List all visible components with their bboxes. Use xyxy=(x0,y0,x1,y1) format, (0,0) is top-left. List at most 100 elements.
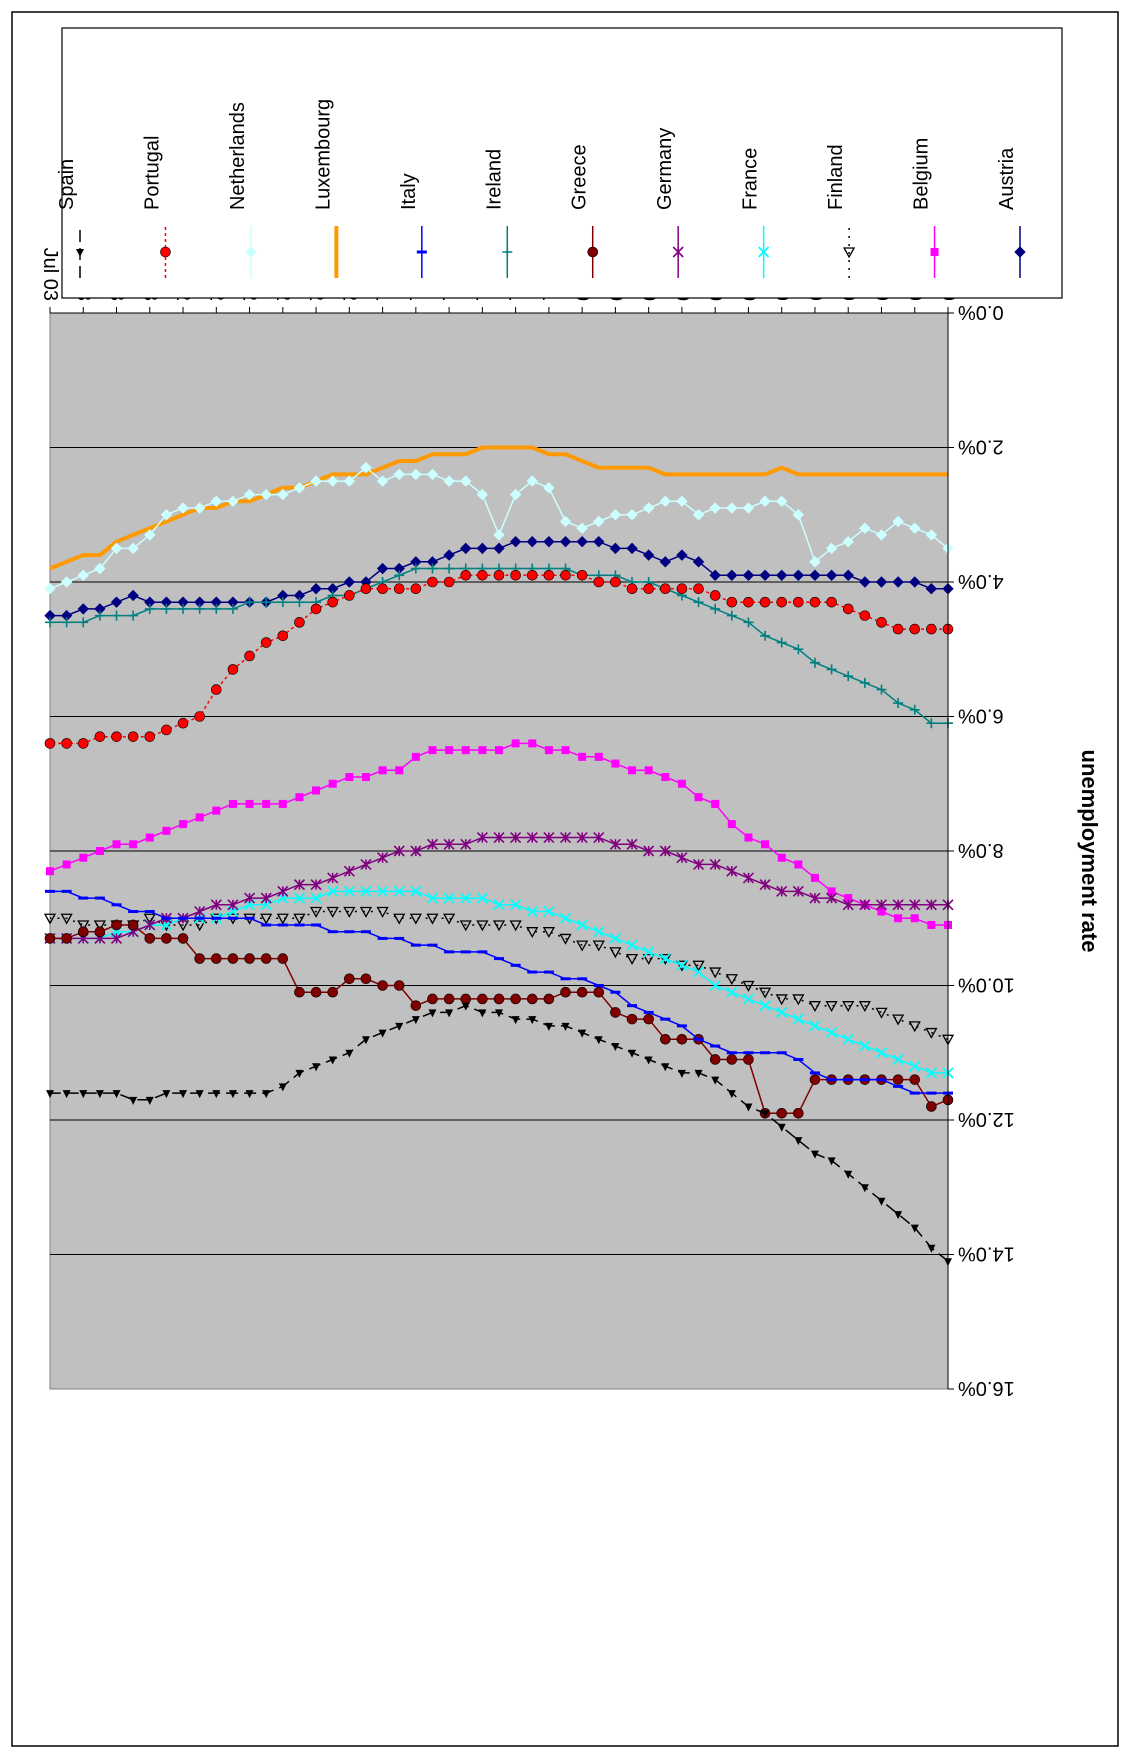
data-point xyxy=(127,542,139,555)
data-point xyxy=(842,535,854,548)
data-point xyxy=(461,746,470,755)
data-point xyxy=(644,1056,653,1065)
data-point xyxy=(393,913,406,925)
data-point xyxy=(825,1026,838,1039)
data-point xyxy=(893,698,904,709)
legend-entry-france: France xyxy=(740,148,770,278)
data-point xyxy=(410,583,422,595)
data-point xyxy=(411,752,420,761)
data-point xyxy=(875,899,888,911)
data-point xyxy=(443,549,455,561)
data-point xyxy=(177,596,189,608)
data-point xyxy=(227,899,239,911)
data-point xyxy=(693,583,704,595)
data-point xyxy=(759,569,771,581)
data-point xyxy=(509,488,522,501)
data-point xyxy=(309,906,323,918)
data-point xyxy=(145,833,154,842)
legend-entry-germany: Germany xyxy=(654,128,684,278)
data-point xyxy=(561,746,570,755)
data-point xyxy=(727,820,736,829)
data-point xyxy=(925,899,937,911)
data-point xyxy=(129,1096,138,1105)
data-point xyxy=(576,940,589,952)
data-point xyxy=(128,610,139,621)
data-point xyxy=(327,885,339,897)
data-point xyxy=(277,885,289,897)
legend: Austria Belgium Finland France Germany Greece… xyxy=(56,27,1063,299)
data-point xyxy=(926,1101,937,1112)
data-point xyxy=(858,1001,871,1013)
data-point xyxy=(278,799,287,808)
data-point xyxy=(792,1013,804,1025)
data-point xyxy=(210,596,223,608)
data-point xyxy=(926,718,937,729)
data-point xyxy=(393,845,405,857)
data-point xyxy=(726,502,738,514)
data-point xyxy=(842,569,854,581)
data-point xyxy=(775,569,788,581)
data-point xyxy=(193,502,206,514)
data-point xyxy=(161,603,172,614)
data-point xyxy=(328,1056,337,1065)
data-point xyxy=(78,617,89,628)
data-point xyxy=(827,887,836,896)
data-point xyxy=(245,246,257,258)
data-point xyxy=(860,1184,869,1193)
data-point xyxy=(276,913,289,925)
data-point xyxy=(710,603,721,614)
data-point xyxy=(443,892,455,904)
data-point xyxy=(661,773,670,782)
data-point xyxy=(193,596,206,608)
data-point xyxy=(593,515,605,528)
data-point xyxy=(626,838,638,850)
data-point xyxy=(859,1040,871,1052)
data-point xyxy=(726,569,738,581)
data-point xyxy=(576,919,588,931)
data-point xyxy=(227,953,239,964)
data-point xyxy=(262,799,271,808)
series-netherlands xyxy=(44,461,954,595)
data-point xyxy=(393,562,405,575)
data-point xyxy=(343,885,355,897)
data-point xyxy=(312,1063,321,1072)
data-point xyxy=(359,906,373,918)
data-point xyxy=(360,973,372,985)
data-point xyxy=(376,475,389,487)
data-point xyxy=(810,1150,819,1159)
data-point xyxy=(559,831,572,844)
data-point xyxy=(262,1090,271,1099)
data-point xyxy=(842,899,854,911)
data-point xyxy=(227,664,239,675)
data-point xyxy=(95,1090,104,1099)
data-point xyxy=(443,913,456,925)
data-point xyxy=(261,597,272,608)
data-point xyxy=(759,879,771,891)
data-point xyxy=(776,1107,788,1119)
data-point xyxy=(626,509,638,521)
data-point xyxy=(77,926,89,938)
data-point xyxy=(559,912,572,924)
data-point xyxy=(526,535,538,548)
data-point xyxy=(676,959,688,971)
data-point xyxy=(112,1090,121,1099)
data-point xyxy=(642,549,655,561)
data-point xyxy=(127,589,139,602)
series-austria xyxy=(44,535,954,622)
data-point xyxy=(160,246,171,258)
data-point xyxy=(343,576,356,588)
data-point xyxy=(326,583,339,595)
data-point xyxy=(593,986,605,998)
data-point xyxy=(809,569,821,581)
data-point xyxy=(445,1009,454,1018)
data-point xyxy=(260,892,272,904)
legend-entry-italy: Italy xyxy=(398,173,427,278)
data-point xyxy=(609,838,621,850)
data-point xyxy=(227,596,239,608)
data-point xyxy=(77,920,90,932)
data-point xyxy=(892,623,904,635)
data-point xyxy=(393,468,405,481)
data-point xyxy=(925,529,938,541)
data-point xyxy=(144,933,156,944)
data-point xyxy=(43,913,57,925)
